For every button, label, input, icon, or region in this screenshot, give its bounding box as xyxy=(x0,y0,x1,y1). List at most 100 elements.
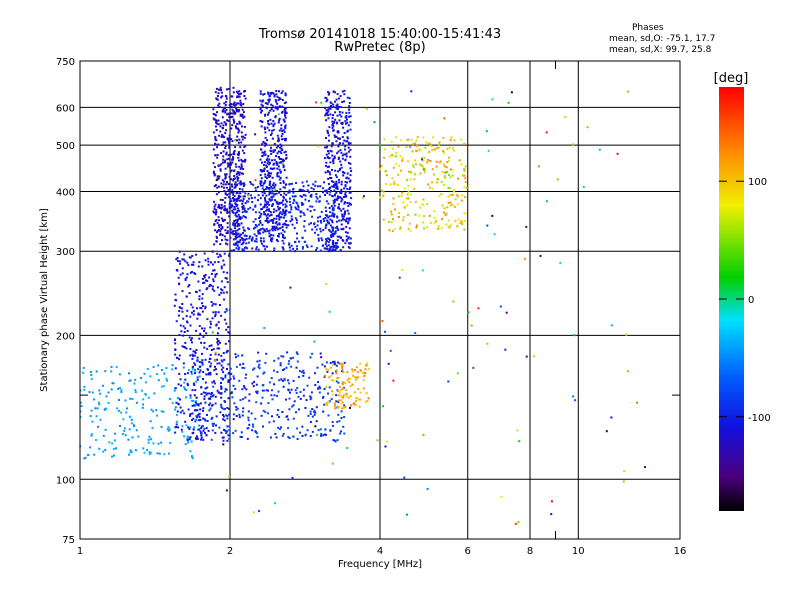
echo-point xyxy=(453,139,456,142)
echo-point xyxy=(264,204,267,207)
echo-point xyxy=(189,396,192,399)
echo-point xyxy=(243,95,246,97)
echo-point xyxy=(276,223,279,226)
echo-point xyxy=(241,202,244,205)
echo-point xyxy=(150,408,153,411)
echo-point xyxy=(216,146,218,149)
echo-point xyxy=(270,103,273,106)
echo-point xyxy=(244,144,247,147)
echo-point xyxy=(220,314,223,317)
echo-point xyxy=(228,252,231,255)
echo-point xyxy=(265,228,268,230)
echo-point xyxy=(312,188,315,191)
echo-point xyxy=(200,393,203,396)
echo-point xyxy=(277,409,279,411)
echo-point xyxy=(251,236,254,239)
echo-point xyxy=(284,203,287,206)
echo-point xyxy=(216,154,219,156)
echo-point xyxy=(184,373,187,375)
echo-point xyxy=(327,91,330,94)
echo-point xyxy=(267,120,270,122)
echo-point xyxy=(261,151,264,154)
echo-point xyxy=(266,216,269,219)
echo-point xyxy=(148,451,151,454)
echo-point xyxy=(384,330,386,333)
echo-point xyxy=(236,179,239,182)
echo-point xyxy=(401,159,404,162)
echo-point xyxy=(264,411,267,414)
echo-point xyxy=(137,435,140,438)
echo-point xyxy=(310,245,313,248)
echo-point xyxy=(292,202,295,205)
echo-point xyxy=(346,447,349,449)
echo-point xyxy=(229,198,232,200)
echo-point xyxy=(200,386,203,389)
echo-point xyxy=(240,92,243,95)
echo-point xyxy=(425,141,428,144)
echo-point xyxy=(104,408,107,410)
echo-point xyxy=(215,272,218,275)
echo-point xyxy=(317,239,320,242)
echo-point xyxy=(276,162,279,165)
echo-point xyxy=(447,156,450,159)
echo-point xyxy=(315,406,318,409)
echo-point xyxy=(311,408,314,410)
echo-point xyxy=(270,122,273,125)
echo-point xyxy=(227,119,230,122)
echo-point xyxy=(168,452,170,455)
echo-point xyxy=(440,193,443,196)
echo-point xyxy=(220,291,223,294)
echo-point xyxy=(232,191,235,194)
echo-point xyxy=(181,267,184,270)
echo-point xyxy=(263,181,266,184)
echo-point xyxy=(214,137,217,140)
echo-point xyxy=(407,160,409,163)
echo-point xyxy=(324,107,327,110)
echo-point xyxy=(225,432,228,435)
echo-point xyxy=(309,410,312,413)
echo-point xyxy=(331,226,334,229)
echo-point xyxy=(452,190,455,193)
echo-point xyxy=(273,186,276,189)
echo-point xyxy=(272,192,275,195)
echo-point xyxy=(226,119,229,122)
echo-point xyxy=(340,223,343,226)
echo-point xyxy=(331,232,334,235)
echo-point xyxy=(327,177,330,180)
echo-point xyxy=(234,203,237,206)
echo-point xyxy=(319,215,322,218)
echo-point xyxy=(266,174,269,177)
echo-point xyxy=(342,217,344,220)
echo-point xyxy=(143,372,146,375)
echo-point xyxy=(214,229,217,232)
echo-point xyxy=(426,226,429,229)
echo-point xyxy=(247,194,250,197)
echo-point xyxy=(265,164,268,167)
echo-point xyxy=(284,183,287,186)
echo-point xyxy=(238,95,241,98)
echo-point xyxy=(235,126,238,129)
echo-point xyxy=(227,331,230,334)
echo-point xyxy=(269,191,272,194)
echo-point xyxy=(214,213,217,216)
echo-point xyxy=(296,237,299,240)
echo-point xyxy=(273,158,276,161)
echo-point xyxy=(397,145,400,148)
echo-point xyxy=(199,408,202,411)
echo-point xyxy=(221,179,224,182)
echo-point xyxy=(265,352,268,355)
echo-point xyxy=(273,122,276,125)
echo-point xyxy=(188,436,191,439)
echo-point xyxy=(573,334,576,337)
echo-point xyxy=(264,179,267,182)
echo-point xyxy=(309,210,312,213)
echo-point xyxy=(283,378,286,381)
echo-point xyxy=(227,372,230,375)
echo-point xyxy=(270,394,273,397)
echo-point xyxy=(184,327,187,330)
echo-point xyxy=(214,313,217,316)
echo-point xyxy=(214,303,217,306)
echo-point xyxy=(149,375,152,378)
echo-point xyxy=(337,197,339,200)
echo-point xyxy=(193,384,196,386)
